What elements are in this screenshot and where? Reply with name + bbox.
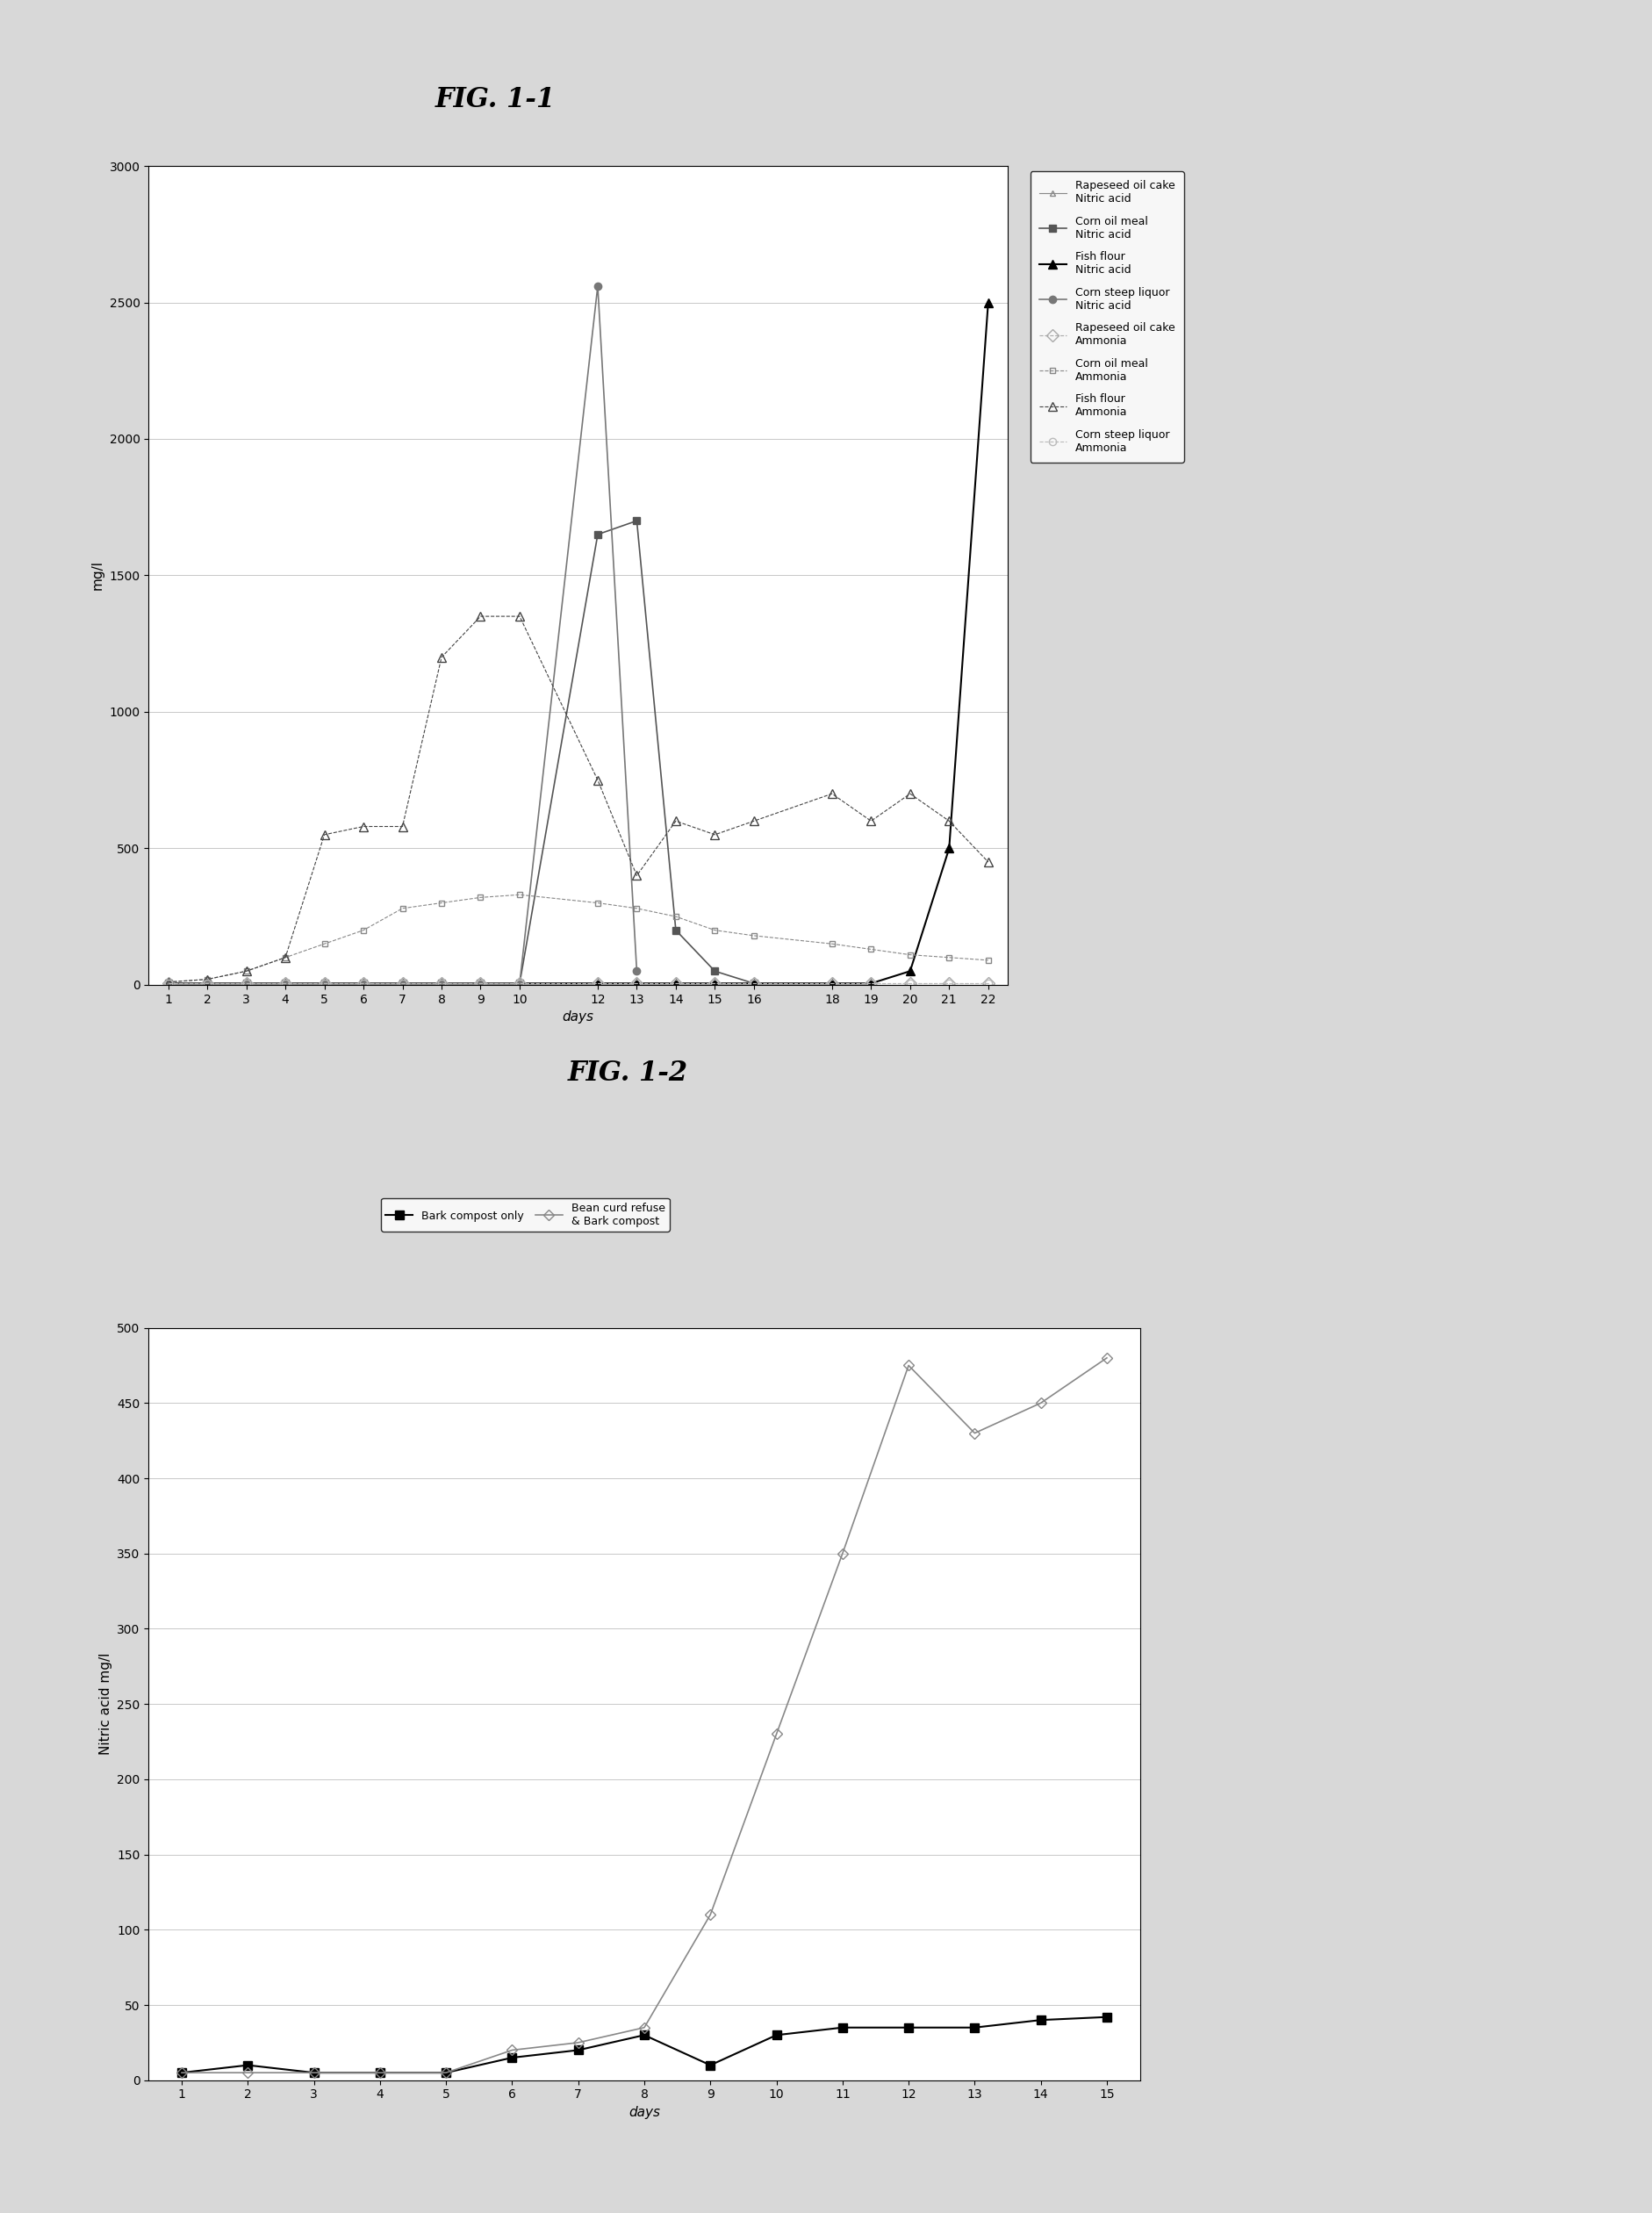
Legend: Bark compost only, Bean curd refuse
& Bark compost: Bark compost only, Bean curd refuse & Ba… bbox=[382, 1197, 669, 1230]
Y-axis label: Nitric acid mg/l: Nitric acid mg/l bbox=[99, 1653, 112, 1755]
X-axis label: days: days bbox=[628, 2107, 661, 2120]
Text: FIG. 1-1: FIG. 1-1 bbox=[436, 86, 555, 113]
Legend: Rapeseed oil cake
Nitric acid, Corn oil meal
Nitric acid, Fish flour
Nitric acid: Rapeseed oil cake Nitric acid, Corn oil … bbox=[1031, 170, 1184, 463]
X-axis label: days: days bbox=[562, 1011, 595, 1025]
Y-axis label: mg/l: mg/l bbox=[91, 560, 104, 591]
Text: FIG. 1-2: FIG. 1-2 bbox=[568, 1060, 687, 1087]
